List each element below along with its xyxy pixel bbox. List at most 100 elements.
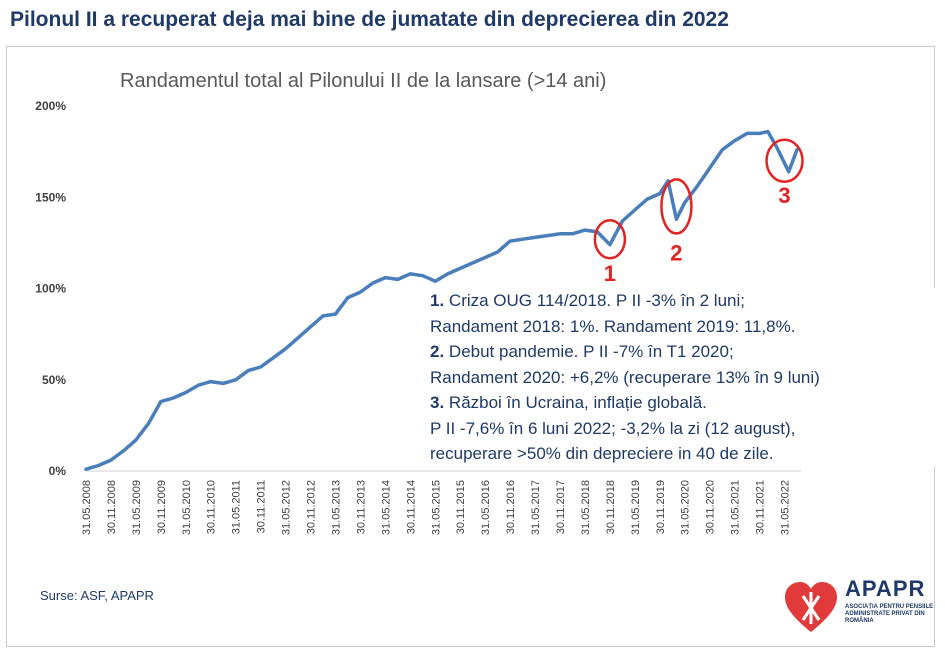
data-point [172, 396, 175, 400]
y-tick-label: 0% [49, 464, 67, 478]
data-point [675, 217, 678, 221]
x-tick-label: 30.11.2014 [405, 480, 417, 534]
logo-subtitle: ASOCIAȚIA PENTRU PENSIILE ADMINISTRATE P… [845, 604, 934, 624]
note-line-2: Randament 2018: 1%. Randament 2019: 11,8… [430, 316, 796, 336]
note-line-6: P II -7,6% în 6 luni 2022; -3,2% la zi (… [430, 418, 796, 438]
x-tick-label: 30.11.2020 [705, 480, 717, 534]
data-point [546, 234, 549, 237]
x-tick-label: 31.05.2012 [281, 480, 293, 535]
annotation-ellipse [660, 178, 693, 235]
data-point [184, 391, 187, 394]
y-tick-label: 100% [35, 282, 66, 296]
x-tick-label: 31.05.2010 [181, 480, 193, 535]
y-tick-label: 200% [35, 99, 66, 113]
data-point [787, 170, 790, 173]
note-line-4: Randament 2020: +6,2% (recuperare 13% în… [430, 367, 820, 387]
x-tick-label: 30.11.2008 [106, 480, 118, 534]
data-point [766, 130, 770, 133]
y-tick-label: 150% [35, 190, 66, 204]
data-point [496, 250, 499, 254]
data-point [396, 278, 400, 281]
data-point [134, 438, 138, 442]
annotation-label: 2 [670, 240, 682, 265]
annotation-notes: 1. Criza OUG 114/2018. P II -3% în 2 lun… [430, 288, 935, 467]
x-tick-label: 31.05.2020 [680, 480, 692, 535]
data-point [571, 232, 574, 235]
x-tick-label: 31.05.2022 [780, 480, 792, 535]
annotation-ellipse [593, 218, 627, 260]
note-line-5: 3. Război în Ucraina, inflație globală. [430, 393, 707, 412]
x-tick-label: 30.11.2013 [355, 480, 367, 534]
data-point [84, 467, 88, 471]
data-point [222, 382, 225, 385]
x-tick-label: 31.05.2016 [480, 480, 492, 535]
data-point [434, 280, 437, 283]
data-point [533, 236, 537, 239]
x-tick-label: 30.11.2012 [306, 480, 318, 534]
data-point [147, 422, 150, 425]
chart-title: Randamentul total al Pilonului II de la … [120, 70, 607, 92]
annotation-label: 3 [778, 183, 790, 208]
x-tick-label: 31.05.2011 [231, 480, 243, 534]
data-point [646, 197, 649, 201]
data-point [309, 325, 312, 329]
data-point [483, 256, 487, 259]
data-point [608, 243, 612, 246]
data-point [708, 166, 711, 170]
data-point [795, 148, 799, 151]
data-point [371, 281, 375, 285]
x-tick-label: 31.05.2013 [330, 480, 342, 535]
x-tick-label: 31.05.2019 [630, 480, 642, 535]
data-point [421, 274, 424, 277]
x-tick-label: 31.05.2017 [530, 480, 542, 535]
data-point [296, 336, 300, 339]
data-point [758, 132, 761, 135]
data-point [720, 148, 724, 151]
data-point [159, 400, 163, 403]
data-point [97, 464, 100, 467]
apapr-logo: APAPR ASOCIAȚIA PENTRU PENSIILE ADMINIST… [783, 574, 933, 650]
annotation-ellipse [765, 138, 804, 183]
x-tick-label: 31.05.2021 [730, 480, 742, 535]
data-point [321, 314, 325, 318]
data-point [583, 228, 587, 232]
data-point [346, 296, 350, 299]
x-tick-label: 30.11.2021 [755, 480, 767, 534]
data-point [775, 144, 778, 148]
data-point [271, 356, 275, 360]
x-tick-label: 31.05.2009 [131, 480, 143, 535]
note-line-3: 2. Debut pandemie. P II -7% în T1 2020; [430, 342, 734, 361]
sources-text: Surse: ASF, APAPR [40, 588, 154, 603]
data-point [359, 290, 362, 294]
x-tick-label: 30.11.2010 [206, 480, 218, 534]
series-line [84, 129, 799, 471]
data-point [122, 449, 125, 453]
x-tick-label: 30.11.2018 [605, 480, 617, 534]
data-point [334, 312, 337, 316]
x-tick-label: 31.05.2014 [380, 480, 392, 535]
data-point [521, 238, 524, 241]
data-point [246, 369, 250, 372]
note-line-7: recuperare >50% din depreciere in 40 de … [430, 444, 774, 463]
logo-name: APAPR [845, 576, 926, 601]
x-tick-label: 30.11.2009 [156, 480, 168, 534]
data-point [197, 384, 200, 387]
data-point [209, 380, 212, 383]
data-point [284, 347, 287, 350]
data-point [658, 192, 661, 195]
x-tick-label: 30.11.2017 [555, 480, 567, 534]
data-point [384, 276, 387, 279]
data-point [633, 208, 637, 212]
x-tick-label: 30.11.2019 [655, 480, 667, 534]
x-tick-label: 31.05.2015 [430, 480, 442, 535]
data-point [745, 132, 749, 135]
data-point [409, 272, 412, 276]
annotation-label: 1 [604, 261, 616, 286]
note-line-1: 1. Criza OUG 114/2018. P II -3% în 2 lun… [430, 291, 745, 310]
heart-logo-icon [785, 582, 837, 632]
headline: Pilonul II a recuperat deja mai bine de … [10, 8, 729, 31]
data-point [471, 261, 474, 265]
data-point [683, 201, 686, 204]
data-point [733, 139, 736, 142]
